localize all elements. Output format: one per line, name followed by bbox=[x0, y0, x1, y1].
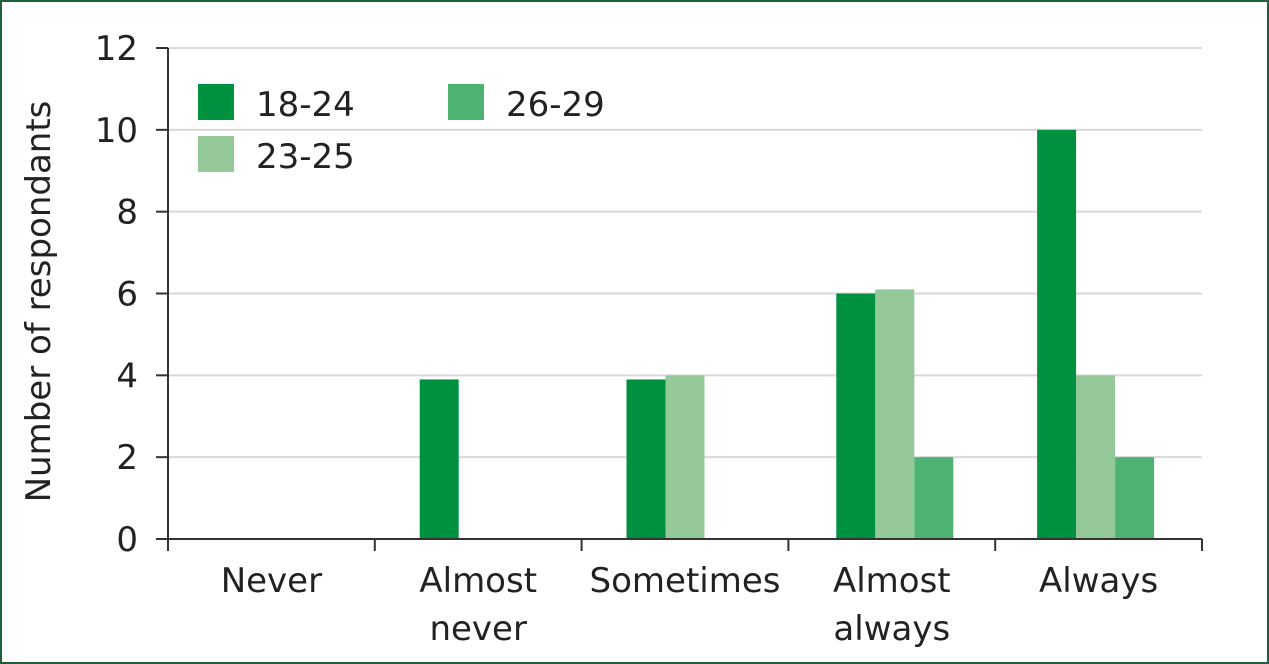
legend-label: 26-29 bbox=[506, 85, 605, 125]
legend-label: 23-25 bbox=[256, 137, 355, 177]
y-tick-label: 4 bbox=[116, 356, 138, 396]
bar-26-29-3 bbox=[914, 457, 954, 539]
gridlines bbox=[168, 47, 1202, 459]
y-tick-label: 10 bbox=[95, 111, 138, 151]
legend: 18-24 23-25 26-29 bbox=[198, 84, 605, 177]
bar-18-24-4 bbox=[1037, 129, 1077, 539]
axes bbox=[156, 47, 1203, 551]
y-tick-label: 12 bbox=[95, 29, 138, 69]
y-tick-label: 6 bbox=[116, 275, 138, 315]
x-category-label: Never bbox=[221, 561, 322, 601]
y-tick-label: 0 bbox=[116, 520, 138, 560]
x-category-label: always bbox=[833, 609, 950, 649]
x-category-label: Almost bbox=[419, 561, 537, 601]
bar-26-29-4 bbox=[1115, 457, 1155, 539]
y-tick-label: 2 bbox=[116, 438, 138, 478]
legend-swatch-26-29 bbox=[448, 84, 484, 120]
x-category-label: never bbox=[429, 609, 527, 649]
bar-18-24-3 bbox=[836, 293, 876, 539]
legend-swatch-18-24 bbox=[198, 84, 234, 120]
legend-label: 18-24 bbox=[256, 85, 355, 125]
bar-18-24-1 bbox=[419, 379, 459, 539]
y-tick-labels: 0 2 4 6 8 10 12 bbox=[95, 29, 138, 560]
x-category-labels: Never Almost never Sometimes Almost always Alw… bbox=[221, 561, 1158, 649]
bar-23-25-4 bbox=[1076, 375, 1116, 539]
x-category-label: Sometimes bbox=[590, 561, 781, 601]
x-category-label: Always bbox=[1039, 561, 1158, 601]
y-axis-label: Number of respondants bbox=[19, 101, 59, 503]
legend-swatch-23-25 bbox=[198, 136, 234, 172]
bars bbox=[419, 129, 1155, 539]
y-tick-label: 8 bbox=[116, 193, 138, 233]
bar-23-25-2 bbox=[665, 375, 705, 539]
bar-18-24-2 bbox=[626, 379, 666, 539]
bar-23-25-3 bbox=[875, 289, 915, 539]
x-category-label: Almost bbox=[833, 561, 951, 601]
